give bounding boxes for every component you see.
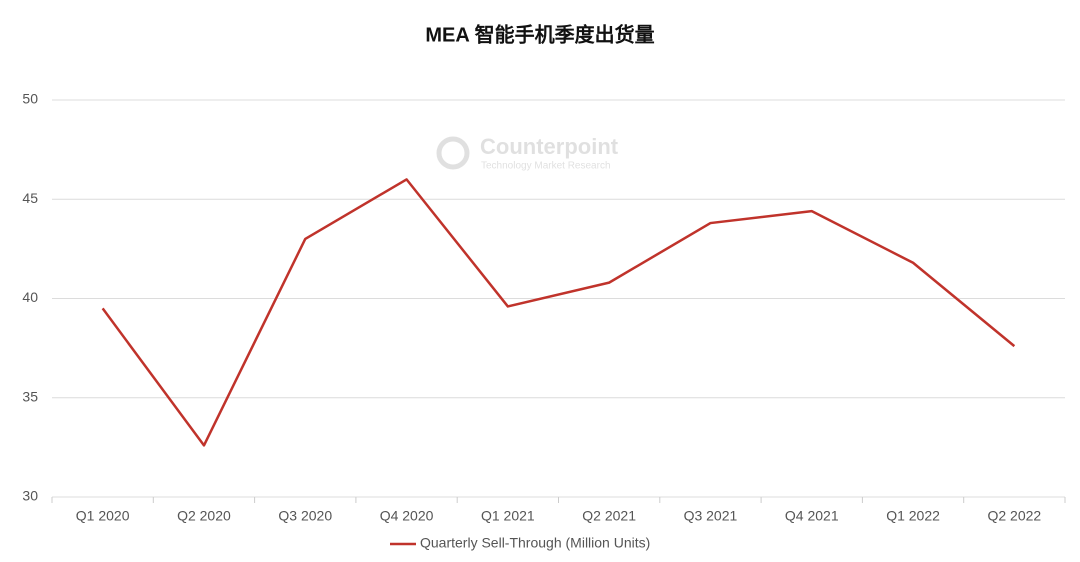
x-tick-label: Q2 2021 (582, 508, 636, 524)
x-tick-label: Q4 2021 (785, 508, 839, 524)
x-tick-label: Q3 2021 (684, 508, 738, 524)
x-tick-label: Q2 2022 (987, 508, 1041, 524)
x-tick-label: Q2 2020 (177, 508, 231, 524)
legend-label: Quarterly Sell-Through (Million Units) (420, 535, 650, 551)
x-tick-label: Q1 2020 (76, 508, 130, 524)
chart-title: MEA 智能手机季度出货量 (425, 22, 654, 46)
y-tick-label: 45 (22, 190, 38, 206)
x-tick-label: Q3 2020 (278, 508, 332, 524)
watermark: Counterpoint Technology Market Research (436, 134, 619, 172)
x-tick-label: Q4 2020 (380, 508, 434, 524)
y-tick-label: 40 (22, 289, 38, 305)
watermark-logo (436, 136, 470, 170)
watermark-brand: Counterpoint (480, 134, 619, 159)
y-tick-label: 30 (22, 488, 38, 504)
watermark-tagline: Technology Market Research (481, 161, 611, 172)
x-tick-label: Q1 2021 (481, 508, 535, 524)
y-tick-label: 35 (22, 388, 38, 404)
y-tick-label: 50 (22, 91, 38, 107)
series-line (101, 178, 1016, 447)
x-tick-label: Q1 2022 (886, 508, 940, 524)
